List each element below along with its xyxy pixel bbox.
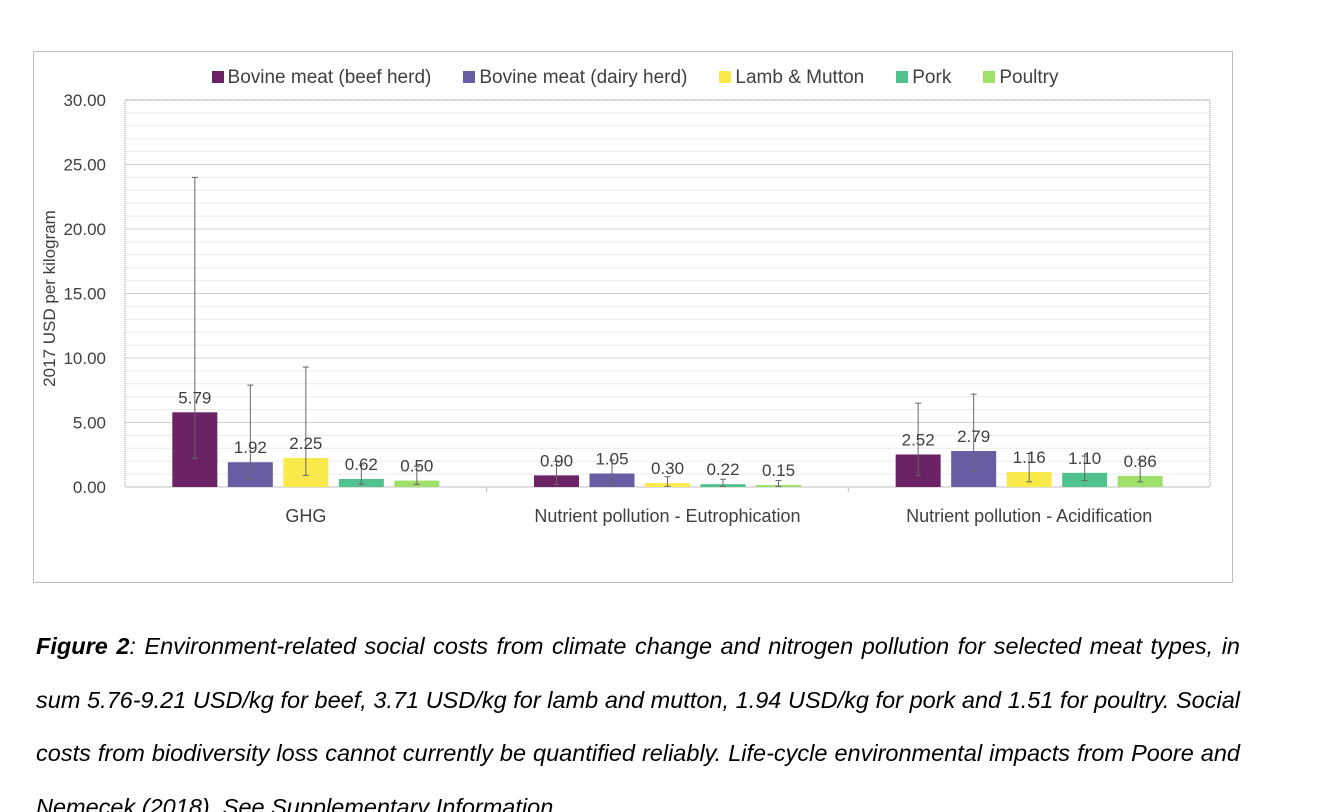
legend-item: Bovine meat (dairy herd)	[463, 67, 687, 89]
legend-item: Pork	[896, 67, 951, 89]
legend-item: Lamb & Mutton	[719, 67, 864, 89]
y-tick-label: 10.00	[63, 349, 106, 368]
y-tick-label: 25.00	[63, 156, 106, 175]
data-label: 1.92	[234, 438, 267, 457]
data-label: 2.79	[957, 427, 990, 446]
data-label: 0.62	[345, 455, 378, 474]
data-label: 0.22	[706, 460, 739, 479]
data-label: 1.10	[1068, 449, 1101, 468]
data-label: 0.90	[540, 451, 573, 470]
y-axis-label: 2017 USD per kilogram	[40, 210, 59, 387]
legend-swatch	[719, 71, 732, 83]
data-label: 2.25	[289, 434, 322, 453]
chart-legend: Bovine meat (beef herd) Bovine meat (dair…	[0, 67, 1270, 89]
legend-label: Lamb & Mutton	[735, 67, 865, 88]
y-tick-label: 20.00	[63, 220, 106, 239]
y-tick-label: 30.00	[63, 91, 106, 110]
legend-swatch	[896, 71, 909, 83]
y-tick-label: 5.00	[73, 414, 106, 433]
legend-label: Bovine meat (dairy herd)	[479, 67, 688, 88]
figure-label: Figure 2	[36, 633, 130, 659]
x-category-label: GHG	[285, 506, 326, 526]
chart-frame	[33, 51, 1233, 583]
legend-label: Bovine meat (beef herd)	[227, 67, 432, 88]
data-label: 0.15	[762, 461, 795, 480]
figure-caption: Figure 2: Environment-related social cos…	[36, 620, 1240, 812]
data-label: 0.86	[1124, 452, 1157, 471]
legend-label: Poultry	[999, 67, 1059, 88]
data-label: 5.79	[178, 388, 211, 407]
legend-swatch	[463, 71, 476, 83]
y-tick-label: 15.00	[63, 285, 106, 304]
legend-item: Bovine meat (beef herd)	[211, 67, 432, 89]
data-label: 0.30	[651, 459, 684, 478]
data-label: 2.52	[902, 430, 935, 449]
legend-item: Poultry	[983, 67, 1058, 89]
chart-plot: 0.00 5.00 10.00 15.00 20.00 25.00 30.00 2017 US…	[40, 91, 1211, 526]
figure-caption-text: : Environment-related social costs from …	[36, 633, 1240, 812]
x-category-label: Nutrient pollution - Eutrophication	[534, 506, 800, 526]
legend-swatch	[983, 71, 996, 83]
data-label: 1.05	[595, 449, 628, 468]
data-label: 0.50	[400, 457, 433, 476]
y-tick-label: 0.00	[73, 478, 106, 497]
x-category-label: Nutrient pollution - Acidification	[906, 506, 1152, 526]
legend-label: Pork	[912, 67, 952, 88]
legend-swatch	[211, 71, 224, 83]
data-label: 1.16	[1013, 448, 1046, 467]
